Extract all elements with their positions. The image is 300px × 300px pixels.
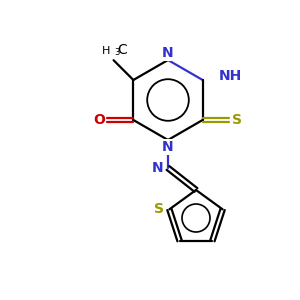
Text: C: C: [118, 43, 127, 57]
Text: S: S: [232, 113, 242, 127]
Text: 3: 3: [115, 48, 120, 57]
Text: N: N: [162, 46, 174, 60]
Text: NH: NH: [219, 69, 242, 83]
Text: N: N: [152, 161, 164, 175]
Text: O: O: [93, 113, 105, 127]
Text: N: N: [162, 140, 174, 154]
Text: H: H: [102, 46, 111, 56]
Text: S: S: [154, 202, 164, 216]
